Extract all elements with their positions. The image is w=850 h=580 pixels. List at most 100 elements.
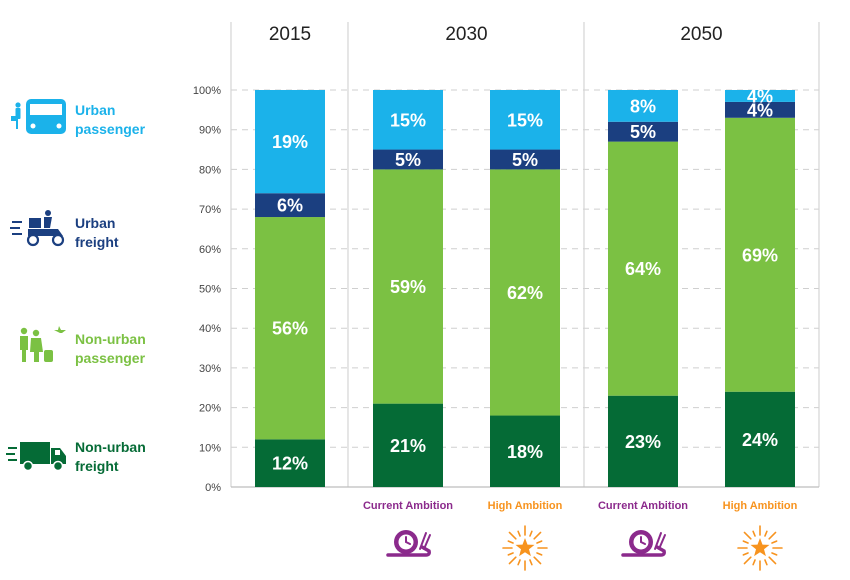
y-tick-label: 80% — [199, 164, 221, 176]
bar-segment-nonurban-passenger — [725, 117, 795, 392]
bus-light — [56, 123, 62, 129]
truck-cab — [51, 448, 66, 464]
burst-ray — [508, 556, 517, 565]
legend-label-line1: Urban — [75, 102, 115, 118]
burst-ray — [771, 540, 778, 544]
data-label: 15% — [507, 110, 543, 130]
bus-passenger-icon — [11, 99, 66, 134]
cab-window — [55, 450, 60, 455]
legend-label-line1: Non-urban — [75, 331, 146, 347]
data-label: 59% — [390, 277, 426, 297]
scooter-body — [28, 229, 63, 236]
data-label: 62% — [507, 283, 543, 303]
burst-ray — [768, 556, 777, 565]
data-label: 5% — [630, 122, 656, 142]
snail-body — [621, 545, 666, 557]
delivery-scooter-icon — [10, 210, 65, 247]
burst-ray — [533, 556, 542, 565]
traveller-body — [30, 338, 43, 362]
traveller-body — [20, 336, 28, 362]
bus-window — [30, 104, 62, 115]
data-label: 64% — [625, 259, 661, 279]
wheel — [52, 460, 64, 472]
traveller-head — [32, 329, 40, 337]
burst-ray — [508, 531, 517, 540]
bar-segment-nonurban-freight — [490, 415, 560, 487]
scenario-labels: Current Ambition High Ambition Current Amb… — [363, 500, 798, 571]
y-tick-label: 20% — [199, 403, 221, 415]
snail-body — [386, 545, 431, 557]
burst-ray — [742, 540, 749, 544]
legend-label-line1: Urban — [75, 215, 115, 231]
bar-segment-nonurban-freight — [373, 403, 443, 487]
person-head — [15, 102, 21, 108]
data-label: 8% — [630, 96, 656, 116]
person-leg — [16, 119, 18, 129]
plane — [54, 326, 66, 333]
scenario-label: Current Ambition — [598, 500, 688, 512]
y-tick-label: 100% — [193, 85, 221, 97]
y-tick-label: 40% — [199, 323, 221, 335]
legend-label-line1: Non-urban — [75, 439, 146, 455]
bar-stack: 12% 56% 6% 19% — [255, 90, 325, 487]
y-tick-label: 10% — [199, 442, 221, 454]
legend-label-line2: freight — [75, 458, 119, 474]
burst-ray — [533, 531, 542, 540]
star-shape — [750, 538, 770, 557]
bar-segment-urban-passenger — [255, 90, 325, 194]
year-header: 2030 — [445, 24, 487, 45]
year-header: 2015 — [269, 24, 311, 45]
bar-stack: 21% 59% 5% 15% — [373, 90, 443, 487]
legend: Urban passenger Urban freight Non-urban passe… — [6, 99, 146, 474]
data-label: 24% — [742, 430, 778, 450]
traveller-head — [20, 327, 28, 335]
data-label: 23% — [625, 432, 661, 452]
legend-item-nonurban-passenger: Non-urban passenger — [20, 326, 146, 366]
snail-antennae — [654, 532, 666, 550]
data-label: 5% — [512, 150, 538, 170]
burst-ray — [507, 540, 514, 544]
suitcase — [44, 350, 53, 362]
bar-segment-urban-freight — [490, 149, 560, 170]
burst-ray — [742, 552, 749, 556]
bar-segment-urban-passenger — [373, 90, 443, 150]
star-burst-icon — [737, 525, 783, 571]
truck-cargo — [20, 442, 50, 464]
legend-item-nonurban-freight: Non-urban freight — [6, 439, 146, 474]
y-tick-label: 50% — [199, 284, 221, 296]
data-label: 19% — [272, 132, 308, 152]
burst-ray — [752, 559, 756, 566]
y-tick-label: 30% — [199, 363, 221, 375]
wheel — [22, 460, 34, 472]
burst-ray — [536, 552, 543, 556]
burst-ray — [771, 552, 778, 556]
star-shape — [515, 538, 535, 557]
bar-segment-urban-freight — [255, 193, 325, 218]
data-label: 15% — [390, 110, 426, 130]
legend-item-urban-passenger: Urban passenger — [11, 99, 146, 137]
bar-segment-nonurban-passenger — [490, 169, 560, 416]
legend-label-line2: passenger — [75, 121, 146, 137]
burst-ray — [536, 540, 543, 544]
year-header: 2050 — [680, 24, 722, 45]
data-label: 4% — [747, 100, 773, 120]
data-label: 6% — [277, 196, 303, 216]
scenario-label: High Ambition — [723, 500, 798, 512]
bar-stack: 23% 64% 5% 8% — [608, 90, 678, 487]
data-label: 56% — [272, 319, 308, 339]
bar-segment-nonurban-passenger — [373, 169, 443, 404]
data-label: 18% — [507, 442, 543, 462]
y-tick-label: 70% — [199, 204, 221, 216]
burst-ray — [743, 531, 752, 540]
burst-ray — [529, 530, 533, 537]
bars: 12% 56% 6% 19% 21% 59% 5% 15% 18% 62% 5% 15% 23% 64% 5… — [255, 86, 795, 487]
y-tick-label: 0% — [205, 482, 221, 494]
burst-ray — [529, 559, 533, 566]
data-label: 5% — [395, 150, 421, 170]
data-label: 21% — [390, 436, 426, 456]
burst-ray — [764, 530, 768, 537]
scenario-label: High Ambition — [488, 500, 563, 512]
burst-ray — [768, 531, 777, 540]
bar-stack: 24% 69% 4%4% — [725, 86, 795, 487]
